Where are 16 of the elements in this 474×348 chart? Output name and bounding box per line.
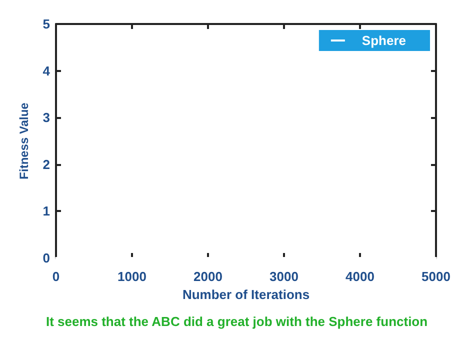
x-tick-label: 0 [52,269,60,284]
y-tick-label: 4 [42,63,51,78]
x-tick-label: 3000 [270,269,298,284]
x-tick-label: 2000 [194,269,222,284]
y-tick-label: 0 [42,250,50,266]
y-tick-label: 3 [42,110,50,126]
y-tick-label: 1 [42,204,50,219]
y-axis-title: Fitness Value [17,102,31,180]
x-tick-label: 4000 [346,269,374,284]
text: It seems that the ABC did a great job with the Sphere function [46,314,428,329]
x-tick-label: 1000 [118,269,146,284]
x-tick-label: 5000 [422,269,450,284]
y-tick-label: 2 [42,156,50,172]
legend-label: Sphere [362,33,406,48]
x-axis-title: Number of Iterations [182,287,310,302]
y-tick-label: 5 [42,16,50,32]
